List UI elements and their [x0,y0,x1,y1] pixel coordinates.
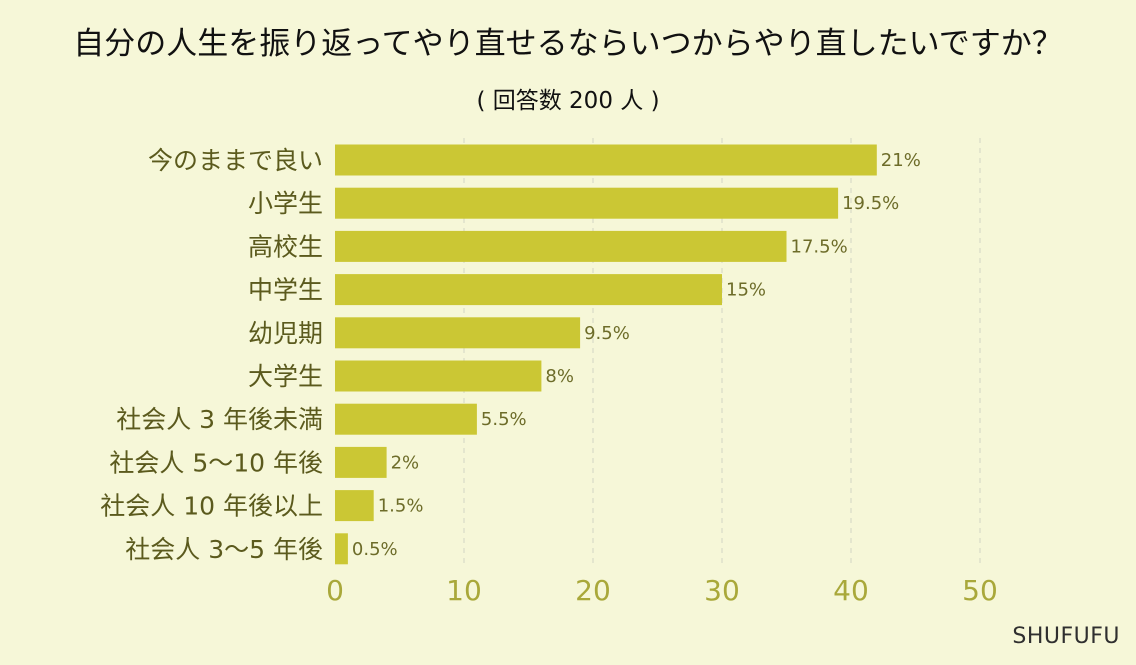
category-label: 今のままで良い [148,146,323,175]
value-label: 1.5% [378,496,424,517]
bar [335,360,542,392]
category-label: 社会人 3〜5 年後 [125,535,323,564]
bar [335,403,477,435]
category-label: 社会人 10 年後以上 [100,492,323,521]
x-tick-label: 0 [326,574,344,607]
value-label: 19.5% [842,193,899,214]
value-label: 17.5% [791,236,848,257]
bar [335,230,787,262]
bar [335,533,348,565]
chart-subtitle: ( 回答数 200 人 ) [476,88,660,114]
bar [335,144,877,176]
value-label: 2% [391,452,420,473]
category-label: 幼児期 [248,319,323,348]
x-tick-label: 50 [962,574,998,607]
brand-logo: SHUFUFU [1012,624,1120,649]
x-tick-label: 30 [704,574,740,607]
bar [335,446,387,478]
x-tick-label: 20 [575,574,611,607]
category-label: 社会人 3 年後未満 [116,405,323,434]
chart-title: 自分の人生を振り返ってやり直せるならいつからやり直したいですか？ [73,26,1063,62]
value-label: 5.5% [481,409,527,430]
x-tick-label: 10 [446,574,482,607]
category-label: 小学生 [248,189,323,218]
category-label: 高校生 [248,232,323,261]
x-tick-label: 40 [833,574,869,607]
value-label: 8% [545,366,574,387]
bar [335,317,581,349]
bar [335,187,839,219]
category-label: 中学生 [248,276,323,305]
value-label: 0.5% [352,539,398,560]
bar [335,274,722,306]
bar [335,490,374,522]
value-label: 9.5% [584,323,630,344]
category-label: 社会人 5〜10 年後 [109,448,323,477]
value-label: 21% [881,150,921,171]
value-label: 15% [726,280,766,301]
category-label: 大学生 [248,362,323,391]
